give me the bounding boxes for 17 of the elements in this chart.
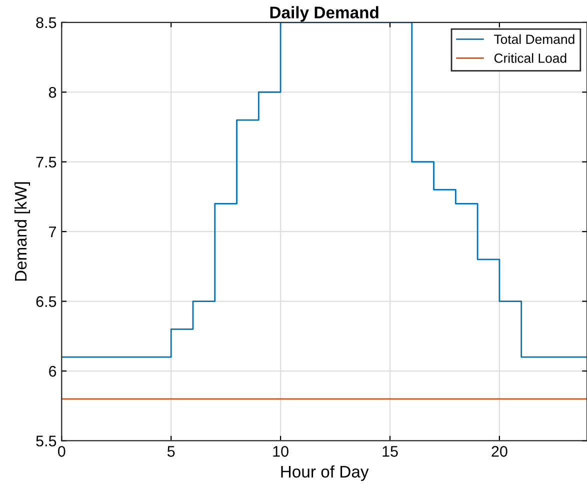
y-axis-title: Demand [kW]	[14, 182, 30, 281]
x-tick-label: 15	[382, 446, 398, 457]
x-axis-title: Hour of Day	[281, 465, 369, 481]
y-tick-label: 5.5	[36, 436, 56, 446]
y-tick-label: 6.5	[36, 296, 56, 307]
legend-label: Total Demand	[494, 34, 574, 44]
x-tick-label: 10	[273, 446, 288, 457]
legend-label: Critical Load	[494, 53, 566, 63]
chart-title: Daily Demand	[270, 6, 378, 22]
x-tick-label: 20	[492, 446, 508, 457]
y-tick-label: 6	[49, 366, 56, 377]
x-tick-label: 0	[58, 446, 66, 457]
y-tick-label: 7	[49, 226, 56, 238]
y-tick-label: 8.5	[36, 17, 56, 28]
y-tick-label: 7.5	[36, 156, 56, 168]
x-tick-label: 5	[167, 446, 175, 457]
y-tick-label: 8	[48, 87, 56, 98]
